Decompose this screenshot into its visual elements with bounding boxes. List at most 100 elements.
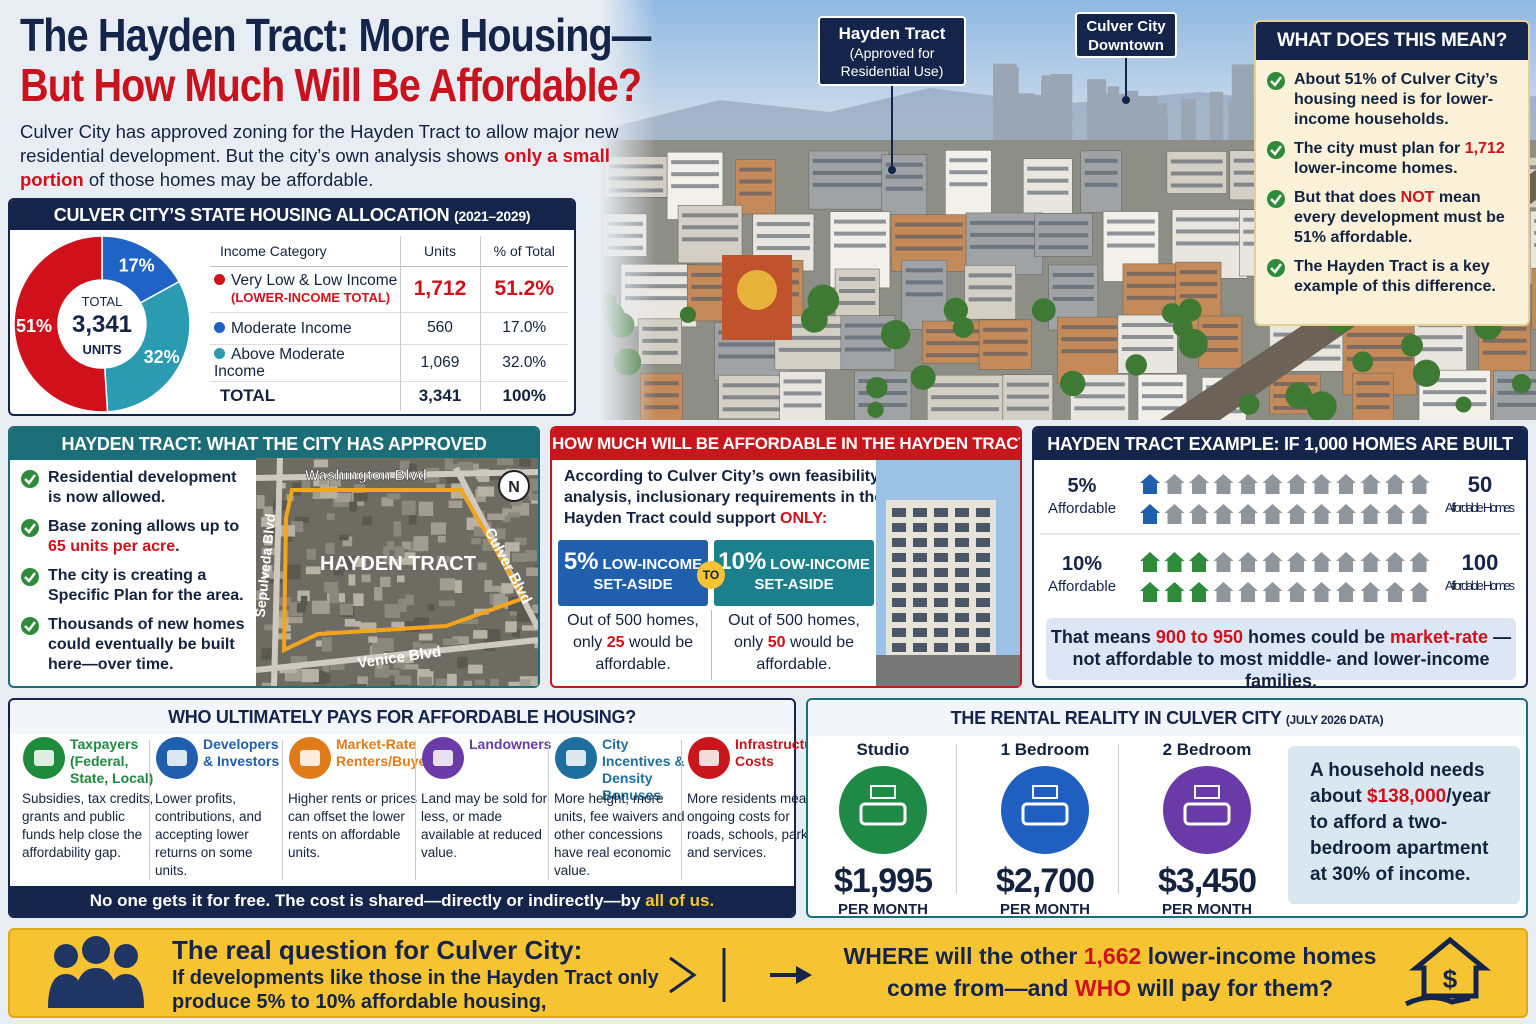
highlight: $138,000 xyxy=(1367,786,1447,807)
house-icon xyxy=(1385,474,1405,494)
who-item: Market-Rate Renters/Buyers Higher rents o… xyxy=(288,736,440,862)
window xyxy=(934,583,948,592)
window xyxy=(913,508,927,517)
who-divider xyxy=(415,740,416,880)
house-icon xyxy=(1213,504,1234,524)
row-pct: 5% xyxy=(1068,475,1097,497)
house-icon xyxy=(1360,474,1381,494)
map-block xyxy=(256,590,265,601)
map-block xyxy=(338,534,349,541)
rental-panel: THE RENTAL REALITY IN CULVER CITY (JULY … xyxy=(806,698,1528,918)
dot xyxy=(214,321,225,333)
window xyxy=(976,598,990,607)
td: 100% xyxy=(479,381,568,411)
map-block xyxy=(334,492,352,503)
text-segment: of those homes may be affordable. xyxy=(83,169,374,190)
map-block xyxy=(450,488,468,499)
map-block xyxy=(261,517,278,527)
map-block xyxy=(402,541,411,550)
map-block xyxy=(468,664,483,674)
title-line: The Hayden Tract: More Housing— xyxy=(20,9,651,61)
map: Washington Blvd Culver Blvd Venice Blvd … xyxy=(256,458,538,686)
text-segment: About 51% of Culver City’s housing need … xyxy=(1294,71,1498,128)
label-line: Hayden Tract xyxy=(838,24,946,43)
bullet: Residential development is now allowed. xyxy=(20,468,252,508)
map-block xyxy=(463,680,472,686)
check-mark xyxy=(24,474,36,485)
who-name: Landowners xyxy=(469,736,552,752)
map-block xyxy=(290,521,304,532)
map-block xyxy=(430,522,446,535)
map-block xyxy=(339,603,354,616)
map-block xyxy=(490,528,506,540)
panel-header: HAYDEN TRACT EXAMPLE: IF 1,000 HOMES ARE… xyxy=(1034,428,1526,460)
th: Units xyxy=(399,236,480,266)
who-head: Developers & Investors xyxy=(155,736,287,788)
map-block xyxy=(534,641,538,649)
decoration xyxy=(256,469,538,481)
map-block xyxy=(444,458,454,470)
map-block xyxy=(290,656,308,664)
map-block xyxy=(323,581,338,593)
decoration xyxy=(82,936,110,964)
window xyxy=(976,568,990,577)
map-block xyxy=(529,493,538,501)
map-block xyxy=(400,664,419,670)
map-block xyxy=(349,684,367,686)
house-icon xyxy=(1189,504,1209,524)
window xyxy=(913,583,927,592)
window xyxy=(913,538,927,547)
window xyxy=(892,628,906,637)
check-icon xyxy=(1267,190,1285,208)
house-icon xyxy=(1262,504,1283,524)
intro: Culver City has approved zoning for the … xyxy=(20,120,660,192)
bullet-text: About 51% of Culver City’s housing need … xyxy=(1294,70,1518,130)
donut-center: 3,341 xyxy=(72,311,132,338)
house-icon xyxy=(1287,582,1307,602)
donut-center: UNITS xyxy=(83,342,122,357)
map-block xyxy=(294,516,310,524)
row-count: 50 xyxy=(1468,472,1492,497)
who-name: Infrastructure Costs xyxy=(735,736,827,769)
who-text: Land may be sold for less, or made avail… xyxy=(421,791,548,860)
text-segment: Out of 500 homes, only xyxy=(567,612,699,651)
pct: 10% xyxy=(718,548,767,575)
map-block xyxy=(377,637,394,651)
row-count-label: Affordable Homes xyxy=(1445,500,1516,515)
label-line: Culver City xyxy=(1086,18,1166,35)
map-block xyxy=(412,641,421,649)
row-pct: 10% xyxy=(1062,553,1102,575)
bullet-text: The city is creating a Specific Plan for… xyxy=(48,566,252,606)
panel-header: HAYDEN TRACT: WHAT THE CITY HAS APPROVED xyxy=(10,428,538,460)
map-block xyxy=(511,552,527,562)
unit-rent: $1,995 xyxy=(834,862,933,900)
check-icon xyxy=(21,568,39,586)
window xyxy=(976,583,990,592)
th: Income Category xyxy=(220,242,327,259)
who-divider xyxy=(681,740,682,880)
map-block xyxy=(512,629,521,638)
house-icon xyxy=(1287,552,1307,572)
table-header: Income Category Units % of Total xyxy=(210,236,568,266)
icon-circle xyxy=(1163,766,1251,854)
decoration: Income Category Units % of Total xyxy=(210,236,568,266)
allocation-table: Income Category Units % of Total Very Lo… xyxy=(210,236,568,411)
unit: 2 Bedroom $3,450 PER MONTH xyxy=(1122,740,1292,918)
check-icon xyxy=(21,470,39,488)
map-block xyxy=(484,585,502,592)
house-icon xyxy=(1189,552,1209,572)
who-head: Taxpayers (Federal, State, Local) xyxy=(22,736,154,788)
map-block xyxy=(484,579,493,588)
frame xyxy=(1032,785,1058,799)
map-block xyxy=(279,665,297,674)
map-block xyxy=(519,679,531,686)
map-block xyxy=(526,567,538,577)
header-note: (JULY 2026 DATA) xyxy=(1285,713,1384,727)
window xyxy=(913,628,927,637)
map-block xyxy=(306,548,316,560)
map-block xyxy=(397,598,407,612)
decoration xyxy=(281,488,527,654)
check-icon xyxy=(21,519,39,537)
td: 3,341 xyxy=(399,381,480,411)
map-block xyxy=(502,551,510,564)
